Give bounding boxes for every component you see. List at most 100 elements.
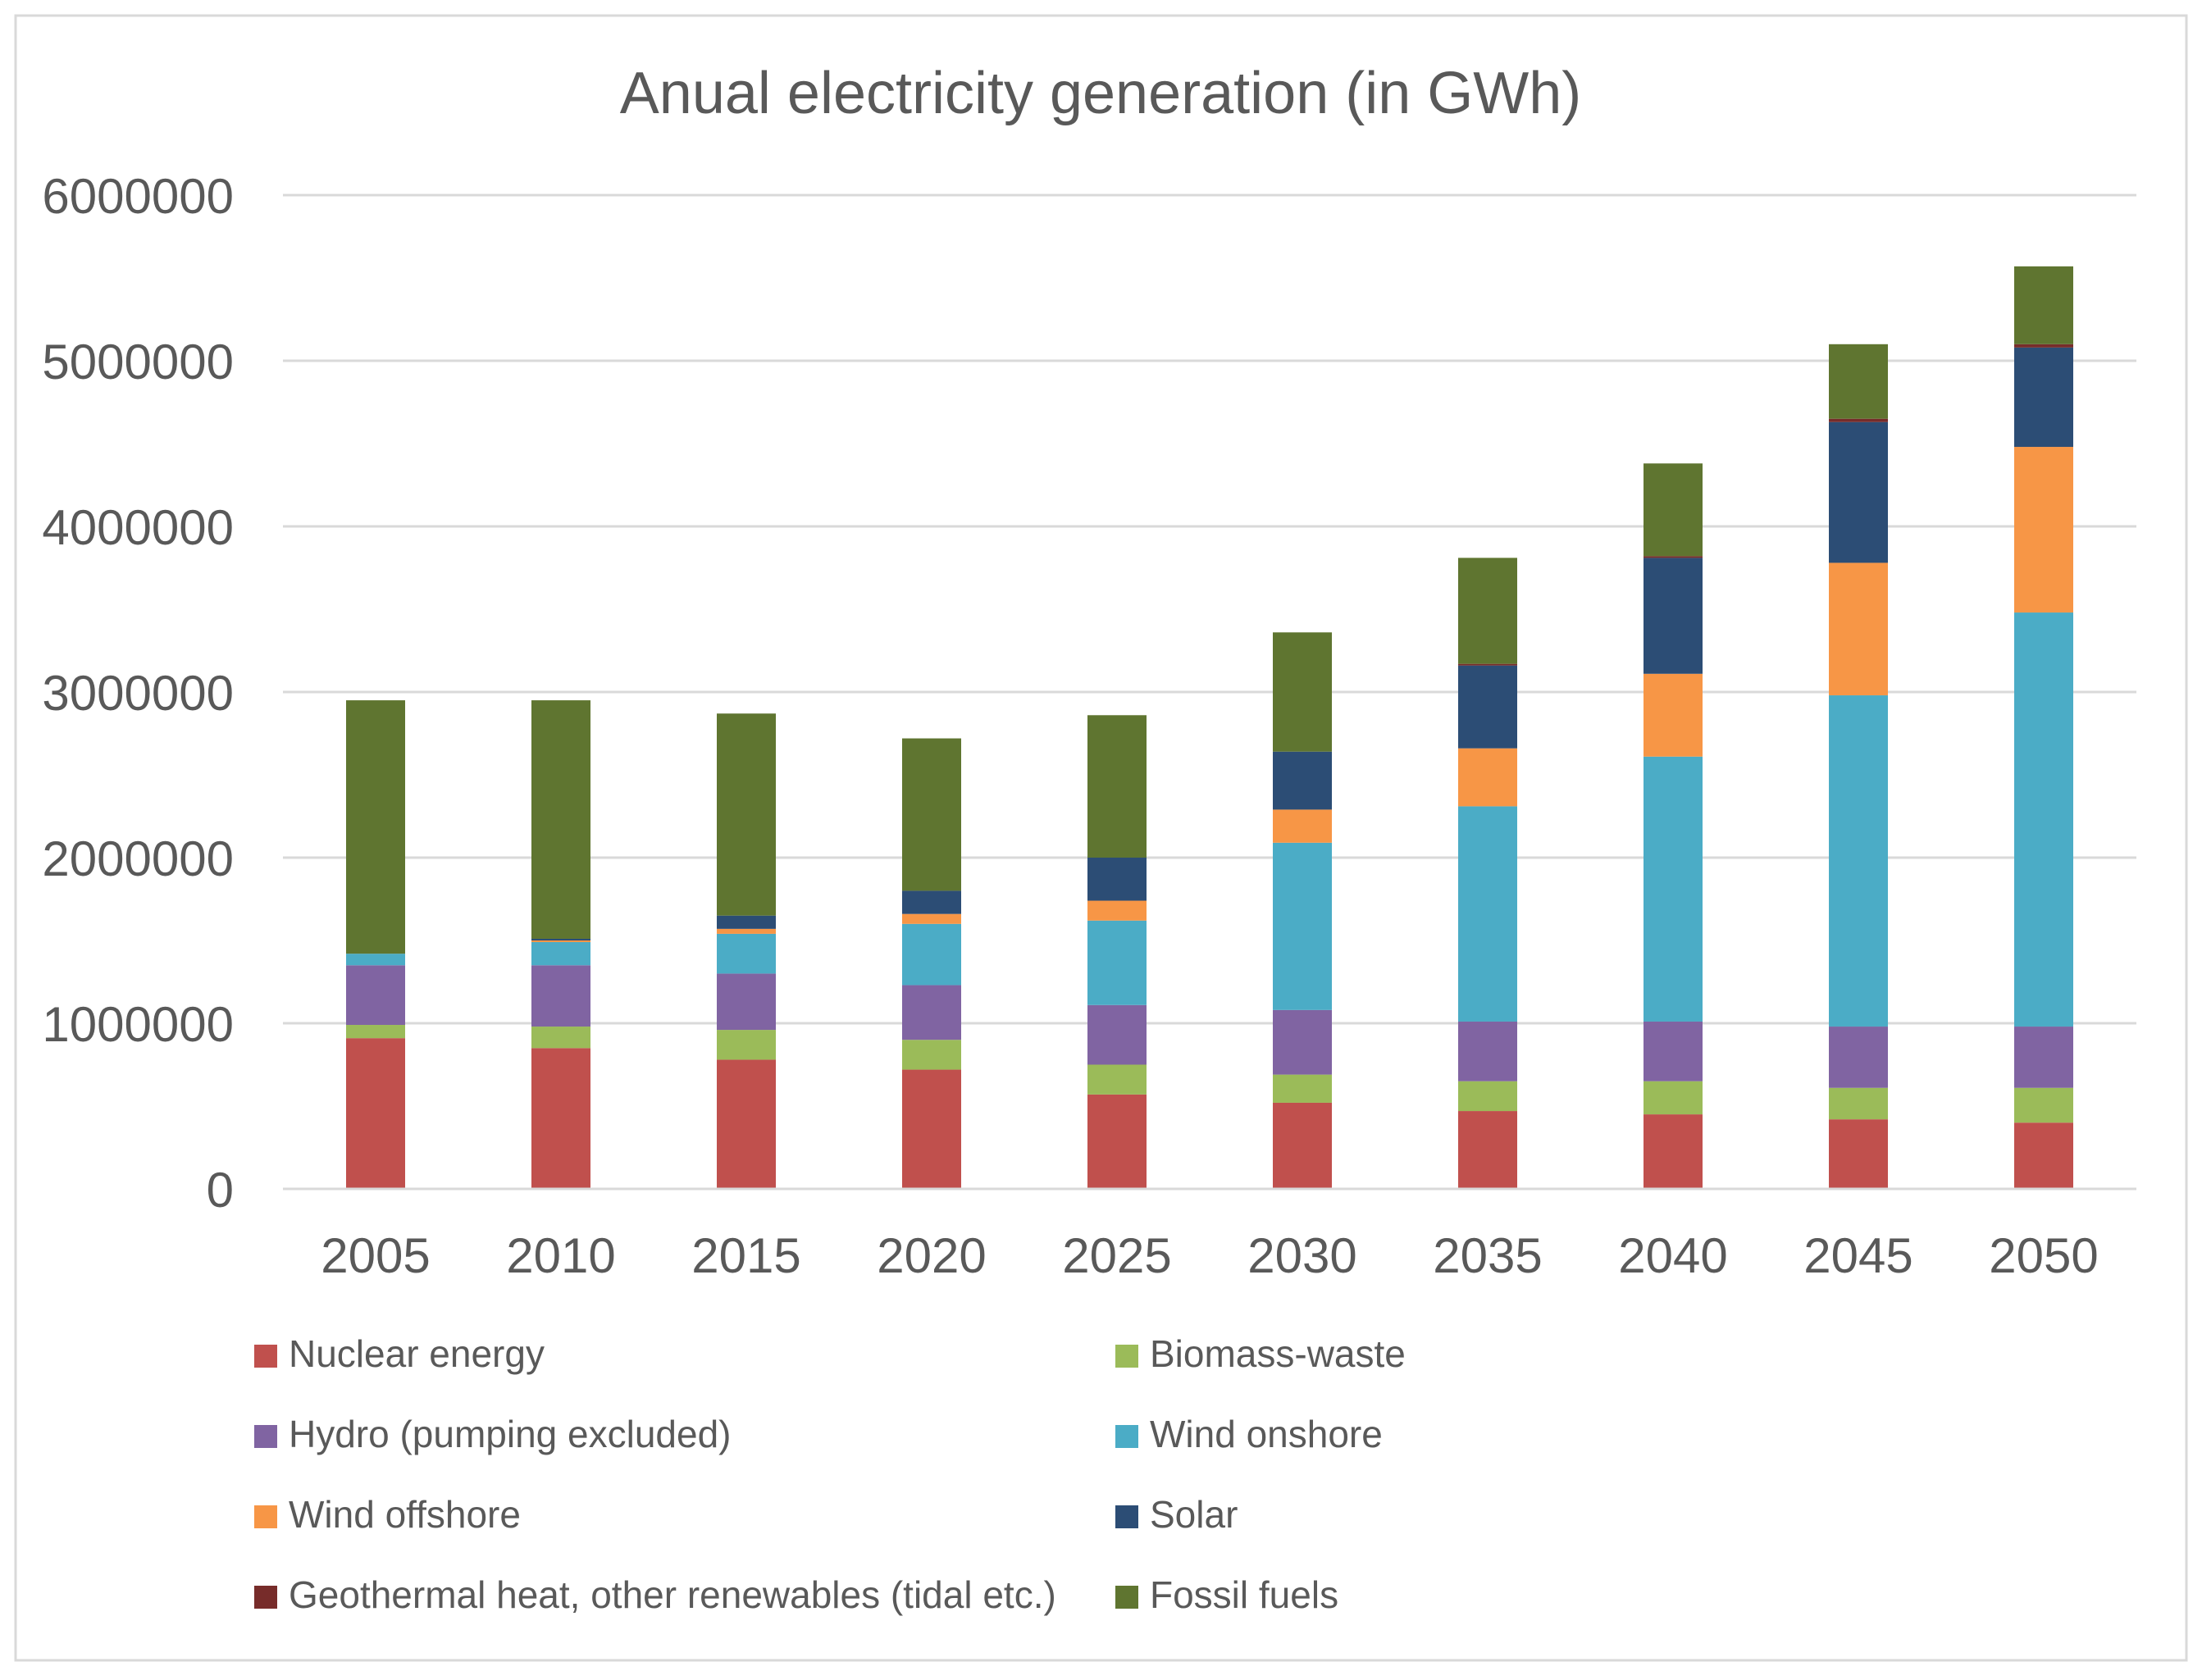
- bar-segment-2050-solar: [2014, 347, 2073, 448]
- bar-segment-2045-wind-onshore: [1829, 695, 1888, 1027]
- x-tick-label: 2050: [1989, 1228, 2098, 1283]
- bar-segment-2020-wind-offshore: [902, 913, 961, 924]
- bar-segment-2040-wind-offshore: [1644, 673, 1703, 757]
- bar-segment-2030-wind-offshore: [1273, 809, 1332, 843]
- gridlines: [283, 193, 2136, 1025]
- bar-segment-2025-fossil-fuels: [1087, 715, 1147, 858]
- bar-segment-2010-fossil-fuels: [531, 700, 590, 939]
- bar-segment-2035-biomass-waste: [1458, 1081, 1517, 1112]
- x-tick-label: 2040: [1618, 1228, 1727, 1283]
- x-tick-label: 2030: [1247, 1228, 1356, 1283]
- y-tick-label: 6000000: [42, 169, 234, 224]
- bar-segment-2040-wind-onshore: [1644, 756, 1703, 1022]
- bar-segment-2040-hydro-pumping-excluded: [1644, 1021, 1703, 1081]
- bar-segment-2040-geothermal-heat-other-renewables-tidal-etc: [1644, 556, 1703, 558]
- bar-segment-2045-hydro-pumping-excluded: [1829, 1027, 1888, 1088]
- bar-segment-2050-fossil-fuels: [2014, 266, 2073, 344]
- bar-segment-2030-solar: [1273, 751, 1332, 810]
- bar-segment-2005-wind-onshore: [346, 954, 405, 966]
- bar-segment-2040-solar: [1644, 558, 1703, 674]
- bar-segment-2005-nuclear-energy: [346, 1038, 405, 1189]
- bar-segment-2045-biomass-waste: [1829, 1087, 1888, 1120]
- bar-segment-2035-nuclear-energy: [1458, 1111, 1517, 1189]
- bar-segment-2035-wind-onshore: [1458, 806, 1517, 1022]
- bar-segment-2035-solar: [1458, 665, 1517, 749]
- legend-swatch-solar: [1115, 1505, 1138, 1528]
- legend-swatch-nuclear-energy: [254, 1345, 277, 1368]
- bar-segment-2030-biomass-waste: [1273, 1074, 1332, 1103]
- bar-segment-2045-wind-offshore: [1829, 562, 1888, 696]
- y-tick-label: 5000000: [42, 335, 234, 389]
- bar-segment-2015-nuclear-energy: [717, 1059, 776, 1189]
- bar-segment-2010-nuclear-energy: [531, 1048, 590, 1189]
- x-tick-label: 2045: [1803, 1228, 1913, 1283]
- bar-segment-2010-hydro-pumping-excluded: [531, 965, 590, 1027]
- bar-segment-2030-fossil-fuels: [1273, 632, 1332, 752]
- legend-label-wind-onshore: Wind onshore: [1150, 1413, 1383, 1455]
- legend-label-solar: Solar: [1150, 1493, 1238, 1536]
- bar-segment-2050-wind-onshore: [2014, 612, 2073, 1027]
- y-tick-label: 4000000: [42, 500, 234, 555]
- bar-segment-2045-solar: [1829, 421, 1888, 563]
- bar-segment-2035-geothermal-heat-other-renewables-tidal-etc: [1458, 663, 1517, 666]
- y-axis-tick-labels: 0 1000000 2000000 3000000 4000000 5000000 6000…: [42, 169, 234, 1218]
- legend: Nuclear energy Biomass-waste Hydro (pumpin…: [254, 1332, 1406, 1616]
- bar-segment-2045-nuclear-energy: [1829, 1119, 1888, 1189]
- bar-segment-2020-solar: [902, 890, 961, 914]
- bar-segment-2015-fossil-fuels: [717, 713, 776, 916]
- bar-segment-2020-fossil-fuels: [902, 738, 961, 891]
- legend-swatch-wind-onshore: [1115, 1425, 1138, 1448]
- bar-segment-2050-wind-offshore: [2014, 447, 2073, 613]
- bar-segment-2020-wind-onshore: [902, 923, 961, 986]
- legend-label-hydro-pumping-excluded: Hydro (pumping excluded): [289, 1413, 732, 1455]
- legend-label-geothermal-heat-other-renewables-tidal-etc: Geothermal heat, other renewables (tidal…: [289, 1573, 1056, 1616]
- bar-segment-2015-solar: [717, 915, 776, 929]
- legend-swatch-hydro-pumping-excluded: [254, 1425, 277, 1448]
- legend-swatch-fossil-fuels: [1115, 1586, 1138, 1609]
- chart-title: Anual electricity generation (in GWh): [620, 61, 1582, 126]
- y-tick-label: 3000000: [42, 666, 234, 721]
- bar-segment-2005-fossil-fuels: [346, 700, 405, 954]
- x-tick-label: 2010: [506, 1228, 615, 1283]
- legend-swatch-geothermal-heat-other-renewables-tidal-etc: [254, 1586, 277, 1609]
- bar-segment-2030-wind-onshore: [1273, 842, 1332, 1010]
- bar-segment-2025-wind-offshore: [1087, 900, 1147, 921]
- bar-segment-2050-biomass-waste: [2014, 1087, 2073, 1123]
- bar-segment-2025-hydro-pumping-excluded: [1087, 1004, 1147, 1065]
- bar-segment-2040-biomass-waste: [1644, 1081, 1703, 1115]
- legend-swatch-wind-offshore: [254, 1505, 277, 1528]
- bar-segment-2050-hydro-pumping-excluded: [2014, 1027, 2073, 1088]
- bar-segment-2040-fossil-fuels: [1644, 463, 1703, 557]
- bar-segment-2025-wind-onshore: [1087, 920, 1147, 1005]
- bar-segment-2015-wind-onshore: [717, 933, 776, 974]
- x-tick-label: 2020: [877, 1228, 986, 1283]
- legend-label-fossil-fuels: Fossil fuels: [1150, 1573, 1338, 1616]
- x-tick-label: 2015: [691, 1228, 800, 1283]
- bar-segment-2010-solar: [531, 938, 590, 940]
- x-tick-label: 2005: [321, 1228, 430, 1283]
- bar-segment-2015-hydro-pumping-excluded: [717, 973, 776, 1031]
- legend-label-wind-offshore: Wind offshore: [289, 1493, 521, 1536]
- bar-segment-2020-hydro-pumping-excluded: [902, 985, 961, 1040]
- bar-segment-2035-fossil-fuels: [1458, 558, 1517, 664]
- bar-segment-2025-solar: [1087, 858, 1147, 901]
- bar-segment-2015-wind-offshore: [717, 928, 776, 934]
- bar-segment-2010-wind-onshore: [531, 942, 590, 966]
- x-tick-label: 2035: [1433, 1228, 1542, 1283]
- bar-segment-2015-biomass-waste: [717, 1030, 776, 1060]
- bar-segment-2020-biomass-waste: [902, 1040, 961, 1070]
- legend-swatch-biomass-waste: [1115, 1345, 1138, 1368]
- bar-segment-2030-nuclear-energy: [1273, 1102, 1332, 1189]
- y-tick-label: 0: [207, 1163, 234, 1218]
- y-tick-label: 1000000: [42, 997, 234, 1052]
- bar-segment-2025-biomass-waste: [1087, 1064, 1147, 1095]
- y-tick-label: 2000000: [42, 831, 234, 886]
- bar-segment-2045-fossil-fuels: [1829, 344, 1888, 419]
- bar-segment-2005-biomass-waste: [346, 1025, 405, 1039]
- x-tick-label: 2025: [1062, 1228, 1171, 1283]
- bar-segment-2020-nuclear-energy: [902, 1069, 961, 1189]
- bar-segment-2050-geothermal-heat-other-renewables-tidal-etc: [2014, 344, 2073, 348]
- bar-segment-2010-wind-offshore: [531, 940, 590, 943]
